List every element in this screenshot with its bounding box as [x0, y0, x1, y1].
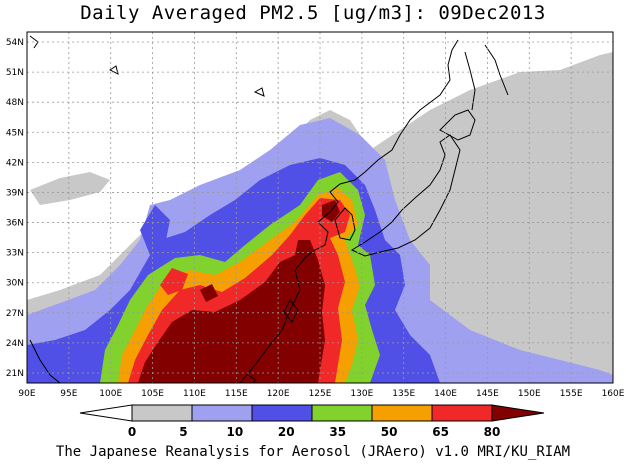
lat-tick-label: 30N — [6, 279, 24, 289]
colorbar-label: 80 — [484, 425, 501, 439]
lat-tick-label: 42N — [6, 158, 24, 168]
colorbar-label: 65 — [432, 425, 449, 439]
colorbar-segment — [191, 404, 253, 422]
colorbar-label: 5 — [179, 425, 187, 439]
gridlines — [27, 32, 613, 383]
map-title: Daily Averaged PM2.5 [ug/m3]: 09Dec2013 — [80, 2, 546, 24]
lon-tick-label: 95E — [60, 389, 77, 399]
lat-tick-labels: 21N 24N 27N 30N 33N 36N 39N 42N 45N 48N 51N 54N — [6, 38, 24, 379]
contour-80-spot — [200, 284, 218, 302]
lon-tick-label: 145E — [476, 389, 499, 399]
lat-tick-label: 21N — [6, 369, 24, 379]
colorbar-label: 50 — [381, 425, 398, 439]
colorbar-segment — [131, 404, 193, 422]
contour-5-north — [30, 172, 110, 205]
colorbar-label: 0 — [128, 425, 136, 439]
colorbar — [79, 404, 545, 422]
lat-tick-label: 54N — [6, 38, 24, 48]
lon-tick-label: 105E — [141, 389, 164, 399]
lat-tick-label: 33N — [6, 249, 24, 259]
lon-tick-label: 120E — [267, 389, 290, 399]
map-frame — [26, 31, 614, 384]
colorbar-segment — [79, 404, 133, 422]
colorbar-segment — [251, 404, 313, 422]
concentration-layer — [27, 52, 613, 383]
lat-tick-label: 27N — [6, 309, 24, 319]
lat-tick-label: 51N — [6, 68, 24, 78]
lon-tick-label: 100E — [99, 389, 122, 399]
coastlines — [29, 35, 509, 383]
lon-tick-label: 115E — [225, 389, 248, 399]
lon-tick-label: 155E — [560, 389, 583, 399]
colorbar-labels: 0 5 10 20 35 50 65 80 — [128, 425, 501, 439]
lon-tick-labels: 90E 95E 100E 105E 110E 115E 120E 125E 130E 135E 14… — [18, 389, 624, 399]
lon-tick-label: 160E — [602, 389, 625, 399]
lat-tick-label: 39N — [6, 188, 24, 198]
credit-text: The Japanese Reanalysis for Aerosol (JRA… — [55, 444, 571, 460]
colorbar-segment — [491, 404, 545, 422]
lat-tick-label: 36N — [6, 219, 24, 229]
colorbar-label: 10 — [227, 425, 244, 439]
lat-tick-label: 24N — [6, 339, 24, 349]
colorbar-segment — [311, 404, 373, 422]
lon-tick-label: 130E — [350, 389, 373, 399]
colorbar-label: 20 — [278, 425, 295, 439]
lon-tick-label: 150E — [518, 389, 541, 399]
lon-tick-label: 140E — [434, 389, 457, 399]
lon-tick-label: 135E — [392, 389, 415, 399]
lon-tick-label: 90E — [18, 389, 35, 399]
lon-tick-label: 110E — [183, 389, 206, 399]
contour-20-west — [140, 205, 170, 255]
contour-65-west — [160, 268, 188, 295]
colorbar-segment — [371, 404, 433, 422]
colorbar-label: 35 — [329, 425, 346, 439]
lat-tick-label: 48N — [6, 98, 24, 108]
lat-tick-label: 45N — [6, 128, 24, 138]
colorbar-segment — [431, 404, 493, 422]
lon-tick-label: 125E — [309, 389, 332, 399]
